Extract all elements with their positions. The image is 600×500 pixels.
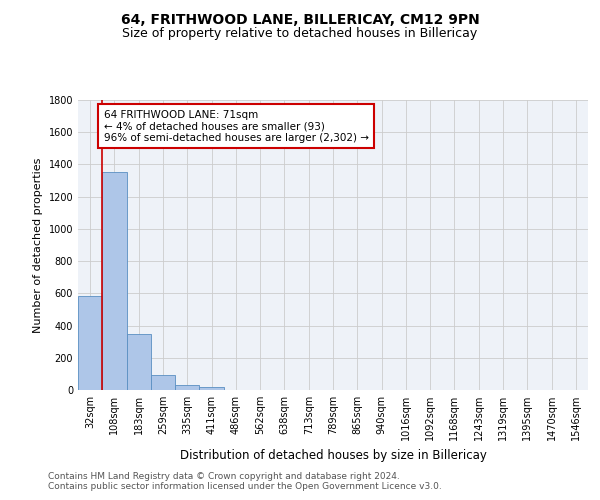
Bar: [127, 334, 151, 390]
Bar: [78, 296, 102, 390]
Bar: [102, 172, 127, 390]
Text: 64 FRITHWOOD LANE: 71sqm
← 4% of detached houses are smaller (93)
96% of semi-de: 64 FRITHWOOD LANE: 71sqm ← 4% of detache…: [104, 110, 368, 143]
Y-axis label: Number of detached properties: Number of detached properties: [33, 158, 43, 332]
Bar: [175, 385, 199, 390]
X-axis label: Distribution of detached houses by size in Billericay: Distribution of detached houses by size …: [179, 448, 487, 462]
Bar: [199, 387, 224, 390]
Text: Contains public sector information licensed under the Open Government Licence v3: Contains public sector information licen…: [48, 482, 442, 491]
Text: Contains HM Land Registry data © Crown copyright and database right 2024.: Contains HM Land Registry data © Crown c…: [48, 472, 400, 481]
Text: 64, FRITHWOOD LANE, BILLERICAY, CM12 9PN: 64, FRITHWOOD LANE, BILLERICAY, CM12 9PN: [121, 12, 479, 26]
Bar: [151, 375, 175, 390]
Text: Size of property relative to detached houses in Billericay: Size of property relative to detached ho…: [122, 28, 478, 40]
